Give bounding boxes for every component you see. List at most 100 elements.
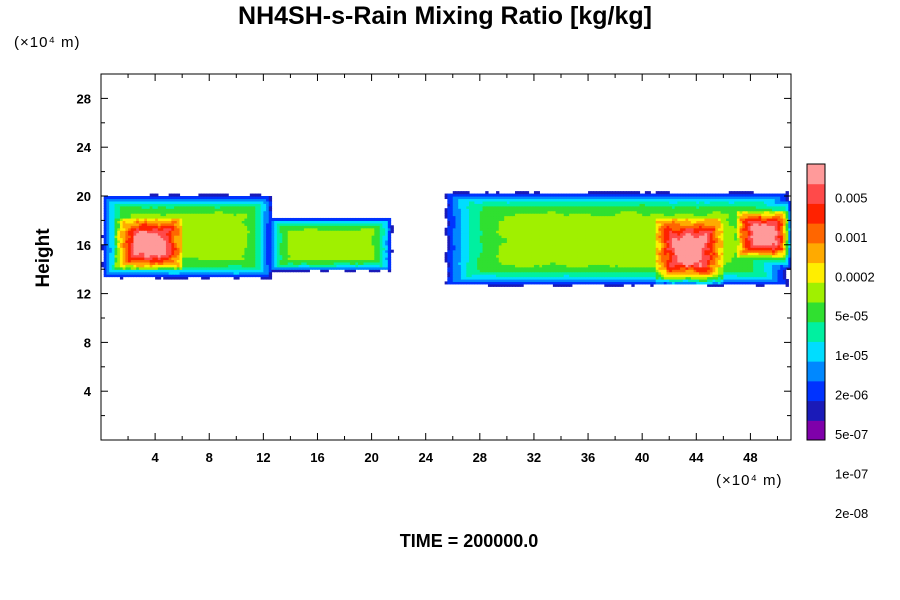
contour-cell: [163, 249, 167, 253]
contour-cell: [653, 227, 657, 231]
contour-cell: [596, 242, 600, 246]
contour-cell: [239, 244, 243, 248]
contour-cell: [117, 249, 121, 253]
contour-cell: [257, 257, 262, 261]
contour-cell: [598, 261, 603, 265]
contour-cell: [731, 244, 735, 248]
contour-cell: [750, 276, 754, 280]
contour-cell: [772, 276, 776, 280]
contour-cell: [636, 235, 641, 239]
contour-cell: [320, 261, 324, 265]
contour-cell: [642, 271, 646, 275]
contour-cell: [539, 259, 543, 263]
contour-cell: [625, 269, 630, 273]
contour-cell: [176, 239, 181, 243]
contour-cell: [222, 247, 227, 251]
contour-cell: [128, 232, 132, 236]
contour-cell: [590, 269, 595, 273]
contour-cell: [788, 266, 791, 270]
contour-cell: [230, 230, 235, 234]
contour-cell: [571, 252, 576, 256]
contour-cell: [625, 271, 630, 275]
contour-cell: [533, 269, 538, 273]
contour-cell: [233, 237, 237, 241]
contour-cell: [625, 235, 630, 239]
contour-cell: [201, 271, 205, 275]
contour-cell: [720, 249, 724, 253]
contour-cell: [590, 242, 595, 246]
contour-cell: [309, 230, 313, 234]
contour-cell: [387, 269, 392, 273]
contour-cell: [471, 254, 476, 258]
contour-cell: [209, 235, 213, 239]
contour-cell: [577, 244, 581, 248]
contour-cell: [604, 235, 608, 239]
contour-cell: [739, 239, 743, 243]
contour-cell: [723, 259, 727, 263]
contour-cell: [320, 249, 324, 253]
contour-cell: [653, 247, 657, 251]
contour-cell: [628, 259, 632, 263]
contour-cell: [195, 244, 200, 248]
contour-cell: [677, 244, 681, 248]
contour-cell: [290, 264, 294, 268]
contour-cell: [352, 244, 356, 248]
contour-cell: [731, 232, 735, 236]
contour-cell: [276, 237, 281, 241]
contour-cell: [241, 257, 246, 261]
contour-cell: [680, 239, 684, 243]
contour-cell: [723, 261, 727, 265]
contour-cell: [333, 227, 338, 231]
contour-cell: [525, 257, 530, 261]
contour-cell: [742, 252, 746, 256]
contour-cell: [463, 249, 467, 253]
contour-cell: [563, 230, 568, 234]
contour-cell: [750, 235, 754, 239]
contour-cell: [501, 266, 505, 270]
contour-cell: [179, 259, 183, 263]
contour-cell: [496, 269, 500, 273]
contour-cell: [114, 274, 118, 278]
contour-cell: [720, 274, 724, 278]
contour-cell: [544, 276, 549, 280]
contour-cell: [607, 235, 611, 239]
contour-cell: [176, 274, 181, 278]
contour-cell: [298, 230, 302, 234]
contour-cell: [523, 259, 527, 263]
contour-cell: [726, 271, 730, 275]
contour-cell: [106, 274, 110, 278]
contour-cell: [266, 244, 270, 248]
contour-cell: [249, 247, 254, 251]
contour-cell: [655, 276, 660, 280]
contour-cell: [352, 230, 356, 234]
contour-cell: [314, 239, 319, 243]
contour-cell: [569, 244, 573, 248]
contour-cell: [582, 278, 586, 282]
contour-cell: [693, 232, 697, 236]
contour-cell: [368, 239, 373, 243]
contour-cell: [717, 230, 722, 234]
contour-cell: [644, 247, 649, 251]
contour-cell: [774, 266, 779, 270]
contour-cell: [195, 242, 200, 246]
contour-cell: [506, 271, 511, 275]
contour-cell: [498, 274, 503, 278]
contour-cell: [157, 254, 162, 258]
contour-cell: [171, 264, 175, 268]
contour-cell: [295, 242, 300, 246]
contour-cell: [385, 257, 389, 261]
contour-cell: [122, 261, 126, 265]
contour-cell: [247, 244, 251, 248]
contour-cell: [217, 239, 221, 243]
contour-cell: [293, 235, 297, 239]
contour-cell: [117, 242, 121, 246]
contour-cell: [179, 274, 183, 278]
contour-cell: [758, 252, 762, 256]
contour-cell: [293, 227, 297, 231]
contour-cell: [644, 227, 649, 231]
contour-cell: [201, 239, 205, 243]
contour-cell: [312, 252, 316, 256]
contour-cell: [390, 230, 394, 234]
contour-cell: [774, 235, 779, 239]
contour-cell: [463, 266, 467, 270]
